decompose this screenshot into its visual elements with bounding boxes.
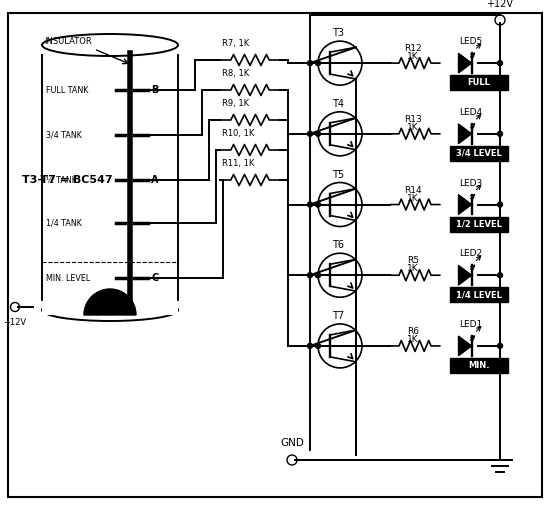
Circle shape <box>316 61 321 66</box>
Circle shape <box>307 61 312 66</box>
Text: 1/2 LEVEL: 1/2 LEVEL <box>456 220 502 229</box>
Text: FULL: FULL <box>468 78 491 87</box>
Wedge shape <box>84 289 136 315</box>
Text: MIN. LEVEL: MIN. LEVEL <box>46 274 90 283</box>
Text: T4: T4 <box>332 99 344 109</box>
Circle shape <box>307 131 312 136</box>
Text: R7, 1K: R7, 1K <box>222 39 249 48</box>
Bar <box>450 146 508 161</box>
Circle shape <box>307 343 312 348</box>
Circle shape <box>498 343 503 348</box>
Text: LED5: LED5 <box>459 37 483 46</box>
Text: R5: R5 <box>407 256 419 265</box>
Polygon shape <box>459 266 471 285</box>
Text: A: A <box>151 175 158 185</box>
Bar <box>42 262 178 315</box>
Text: R9, 1K: R9, 1K <box>222 99 249 108</box>
Bar <box>450 287 508 302</box>
Polygon shape <box>459 124 471 143</box>
Circle shape <box>316 273 321 278</box>
Text: C: C <box>151 273 158 283</box>
Bar <box>450 75 508 90</box>
Text: R11, 1K: R11, 1K <box>222 159 254 168</box>
Text: ½ TANK: ½ TANK <box>46 176 77 185</box>
Text: FULL TANK: FULL TANK <box>46 85 89 94</box>
Text: R6: R6 <box>407 327 419 336</box>
Text: R14: R14 <box>404 185 422 194</box>
Text: 3/4 TANK: 3/4 TANK <box>46 131 82 139</box>
Text: R8, 1K: R8, 1K <box>222 69 249 78</box>
Text: LED3: LED3 <box>459 179 483 187</box>
Bar <box>450 358 508 373</box>
Circle shape <box>498 273 503 278</box>
Circle shape <box>316 202 321 207</box>
Text: T7: T7 <box>332 311 344 321</box>
Text: 1K: 1K <box>407 335 419 344</box>
Text: R13: R13 <box>404 115 422 124</box>
Text: MIN.: MIN. <box>468 361 490 370</box>
Text: 1K: 1K <box>407 123 419 132</box>
Text: 1K: 1K <box>407 193 419 203</box>
Text: 1/4 TANK: 1/4 TANK <box>46 218 82 227</box>
Circle shape <box>498 202 503 207</box>
Polygon shape <box>459 54 471 73</box>
Text: +12V: +12V <box>3 318 26 327</box>
Text: T3-T7 = BC547: T3-T7 = BC547 <box>22 175 113 185</box>
Text: R12: R12 <box>404 44 422 53</box>
Polygon shape <box>459 195 471 214</box>
Text: LED1: LED1 <box>459 320 483 329</box>
Text: R10, 1K: R10, 1K <box>222 129 254 138</box>
Text: LED2: LED2 <box>459 249 482 258</box>
Text: T5: T5 <box>332 170 344 179</box>
Circle shape <box>498 131 503 136</box>
Text: 1/4 LEVEL: 1/4 LEVEL <box>456 290 502 299</box>
Text: T6: T6 <box>332 240 344 250</box>
Text: +12V: +12V <box>487 0 514 9</box>
Text: 3/4 LEVEL: 3/4 LEVEL <box>456 149 502 158</box>
Circle shape <box>498 61 503 66</box>
Bar <box>450 217 508 231</box>
Text: B: B <box>151 85 158 95</box>
Circle shape <box>307 273 312 278</box>
Circle shape <box>316 343 321 348</box>
Circle shape <box>316 131 321 136</box>
Text: T3: T3 <box>332 28 344 38</box>
Polygon shape <box>459 336 471 356</box>
Circle shape <box>307 202 312 207</box>
Text: 1K: 1K <box>407 264 419 273</box>
Text: GND: GND <box>280 438 304 448</box>
Text: INSULATOR: INSULATOR <box>44 37 92 46</box>
Text: LED4: LED4 <box>459 108 482 117</box>
Text: 1K: 1K <box>407 52 419 61</box>
